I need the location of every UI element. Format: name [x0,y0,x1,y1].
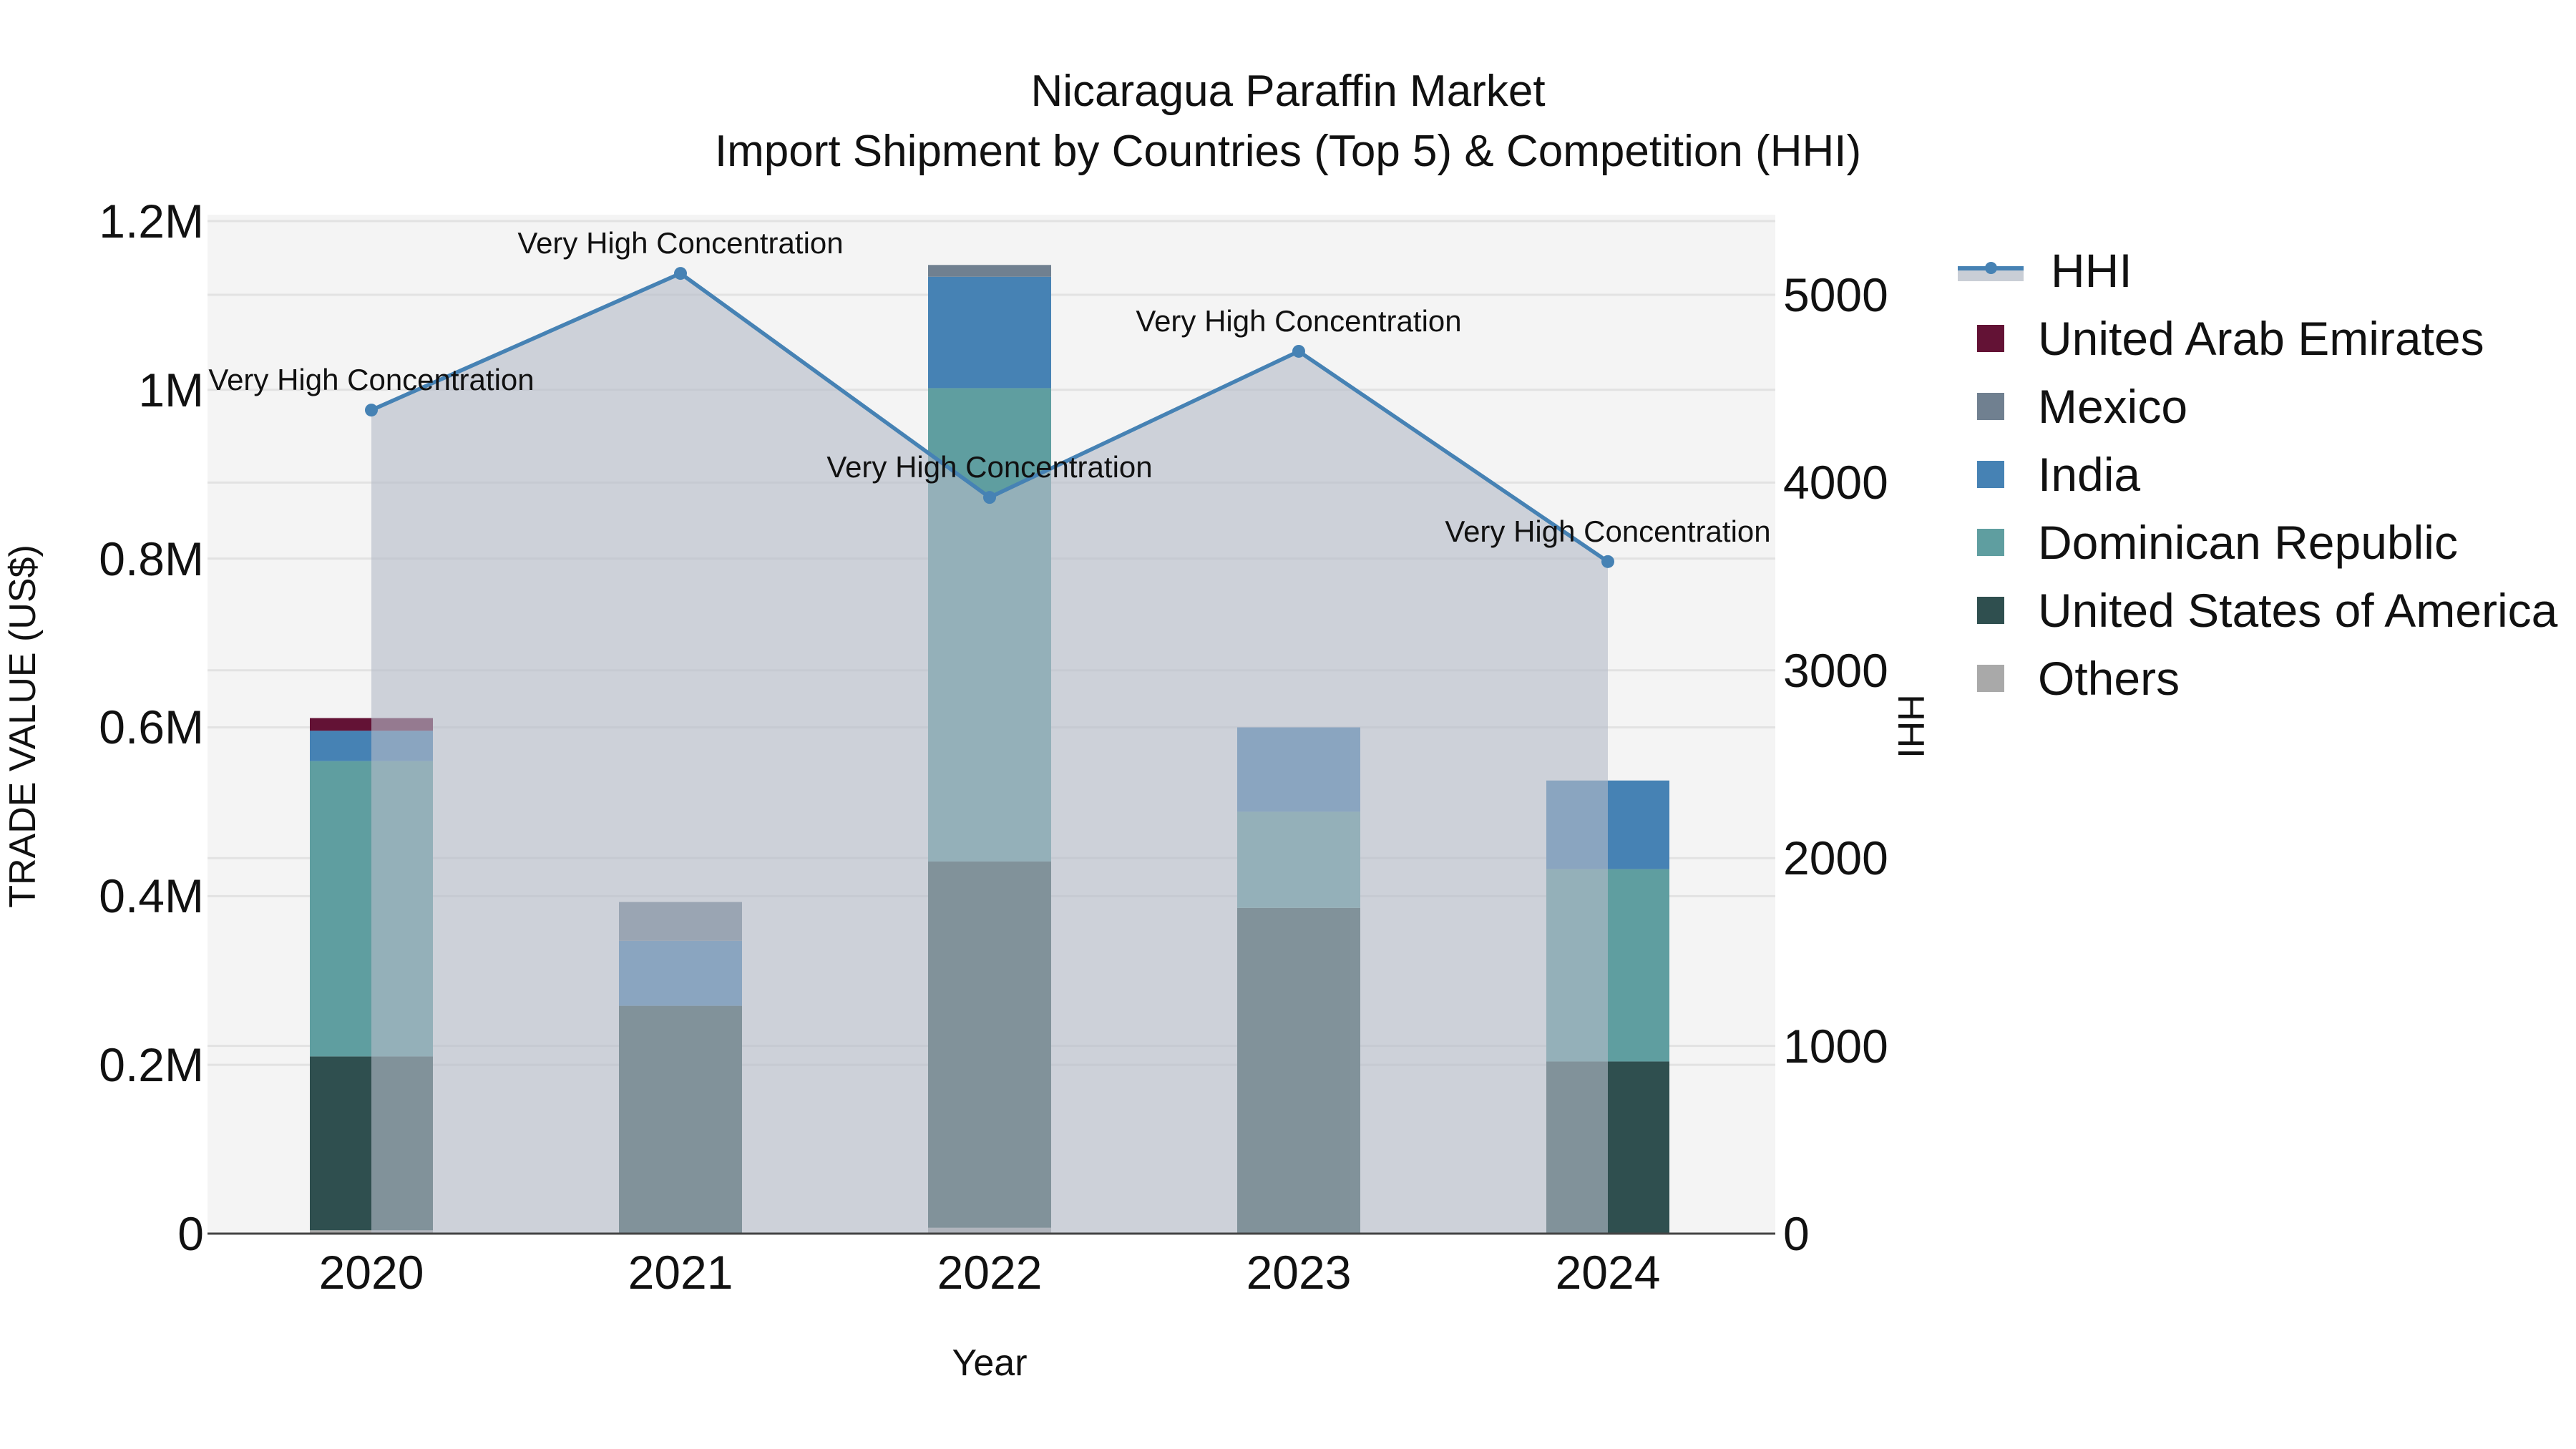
x-tick-label: 2021 [628,1246,733,1299]
hhi-point[interactable] [674,267,687,280]
legend: HHI United Arab Emirates Mexico India Domini… [1946,236,2557,712]
hhi-point[interactable] [1292,344,1305,358]
legend-item[interactable]: India [1946,440,2557,508]
legend-label: Mexico [2038,379,2188,433]
y-left-tick-label: 0.2M [99,1038,204,1092]
bar-segment[interactable] [928,265,1051,277]
y-left-tick-label: 1.2M [99,194,204,248]
x-tick-label: 2022 [937,1246,1043,1299]
legend-label: United States of America [2038,583,2558,637]
bar-segment[interactable] [928,276,1051,389]
y-left-tick-label: 0 [177,1207,204,1260]
legend-label: United Arab Emirates [2038,311,2484,365]
color-swatch-icon [1977,324,2004,352]
legend-item[interactable]: HHI [1946,236,2557,304]
legend-label: Dominican Republic [2038,515,2458,569]
x-tick-label: 2023 [1246,1246,1352,1299]
hhi-annotation: Very High Concentration [826,450,1153,484]
y-right-tick-label: 4000 [1783,456,1888,509]
y-right-tick-label: 0 [1783,1207,1810,1260]
legend-item[interactable]: Dominican Republic [1946,508,2557,576]
color-swatch-icon [1977,596,2004,624]
chart-title-line1: Nicaragua Paraffin Market [1030,67,1546,116]
legend-label: India [2038,447,2141,501]
x-tick-label: 2020 [318,1246,424,1299]
legend-item[interactable]: Others [1946,644,2557,712]
x-tick-label: 2024 [1555,1246,1661,1299]
hhi-area-fill [371,273,1608,1234]
hhi-annotation: Very High Concentration [1445,514,1771,548]
y-left-tick-label: 0.4M [99,869,204,923]
y-right-tick-label: 3000 [1783,643,1888,697]
y-axis-left-label: TRADE VALUE (US$) [2,545,44,908]
y-axis-right-label: HHI [1890,694,1931,758]
hhi-annotation: Very High Concentration [208,363,535,397]
chart-title-line2: Import Shipment by Countries (Top 5) & C… [714,127,1862,176]
color-swatch-icon [1977,528,2004,556]
y-right-tick-label: 5000 [1783,268,1888,321]
y-left-tick-label: 0.8M [99,532,204,585]
legend-item[interactable]: United Arab Emirates [1946,304,2557,372]
hhi-point[interactable] [1601,555,1614,568]
y-left-tick-label: 1M [138,363,204,416]
x-axis-label: Year [952,1342,1028,1384]
legend-label: Others [2038,651,2180,705]
hhi-annotation: Very High Concentration [517,226,844,260]
line-marker-icon [1958,260,2024,281]
y-left-tick-label: 0.6M [99,701,204,754]
hhi-point[interactable] [983,491,996,504]
hhi-markers [365,267,1614,568]
legend-label: HHI [2051,243,2132,297]
color-swatch-icon [1977,392,2004,420]
color-swatch-icon [1977,664,2004,692]
legend-item[interactable]: United States of America [1946,576,2557,644]
y-right-tick-label: 2000 [1783,831,1888,885]
hhi-point[interactable] [365,404,378,417]
y-right-tick-label: 1000 [1783,1019,1888,1073]
color-swatch-icon [1977,460,2004,488]
legend-item[interactable]: Mexico [1946,372,2557,440]
hhi-annotation: Very High Concentration [1136,303,1462,338]
